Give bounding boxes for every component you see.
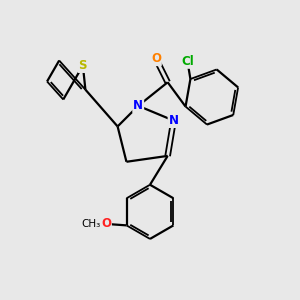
Text: Cl: Cl: [181, 55, 194, 68]
Text: O: O: [101, 218, 111, 230]
Text: N: N: [169, 114, 178, 127]
Text: CH₃: CH₃: [82, 219, 101, 229]
Text: S: S: [79, 59, 87, 72]
Text: O: O: [151, 52, 161, 65]
Text: N: N: [133, 99, 143, 112]
